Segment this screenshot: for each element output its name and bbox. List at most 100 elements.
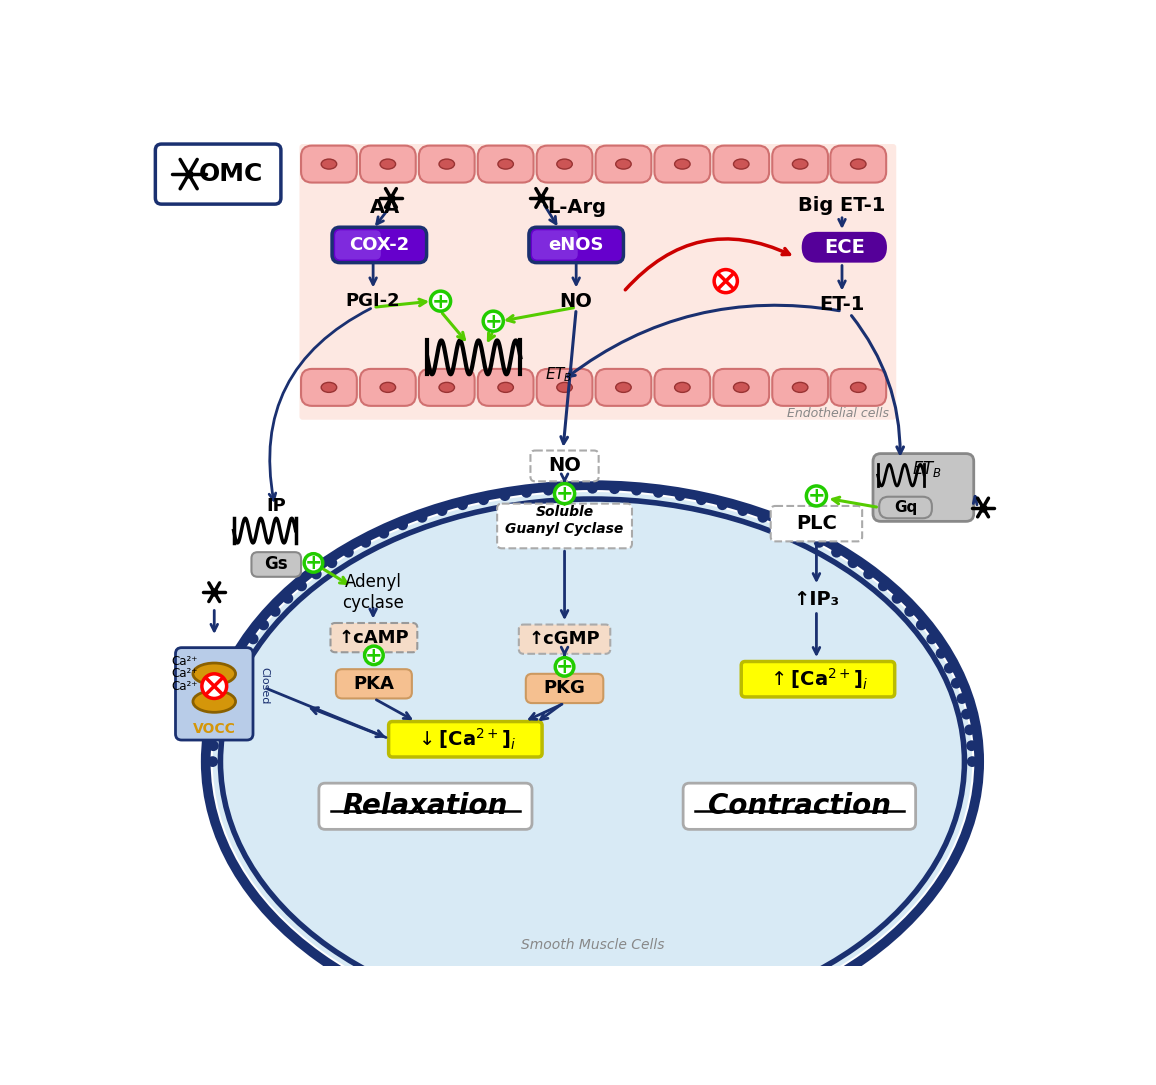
FancyBboxPatch shape	[830, 369, 887, 406]
Ellipse shape	[498, 382, 513, 393]
Text: +: +	[556, 484, 573, 505]
FancyBboxPatch shape	[477, 369, 534, 406]
Circle shape	[943, 663, 955, 674]
Text: AA: AA	[370, 197, 400, 217]
FancyBboxPatch shape	[301, 369, 357, 406]
Circle shape	[951, 678, 962, 689]
Text: Gs: Gs	[265, 556, 288, 574]
Circle shape	[230, 663, 242, 674]
FancyBboxPatch shape	[176, 648, 253, 740]
Circle shape	[675, 490, 686, 501]
Text: Smooth Muscle Cells: Smooth Muscle Cells	[520, 937, 665, 952]
Circle shape	[483, 311, 503, 331]
Ellipse shape	[193, 663, 236, 685]
Ellipse shape	[792, 159, 808, 169]
Text: $ET_B$: $ET_B$	[546, 366, 573, 384]
FancyBboxPatch shape	[713, 145, 769, 182]
FancyBboxPatch shape	[299, 144, 896, 420]
Circle shape	[926, 634, 938, 644]
FancyBboxPatch shape	[360, 145, 416, 182]
Circle shape	[213, 709, 224, 719]
Ellipse shape	[851, 159, 866, 169]
Text: +: +	[431, 292, 450, 311]
Text: PKA: PKA	[354, 675, 394, 693]
Circle shape	[378, 527, 390, 538]
Circle shape	[795, 527, 807, 538]
FancyBboxPatch shape	[252, 552, 301, 577]
Ellipse shape	[213, 493, 972, 1031]
FancyBboxPatch shape	[388, 722, 542, 757]
Circle shape	[364, 646, 383, 665]
FancyBboxPatch shape	[497, 503, 632, 548]
Text: Adenyl
cyclase: Adenyl cyclase	[342, 573, 405, 612]
Circle shape	[269, 607, 281, 616]
Ellipse shape	[380, 382, 395, 393]
FancyBboxPatch shape	[360, 369, 416, 406]
Circle shape	[831, 547, 842, 558]
FancyBboxPatch shape	[301, 145, 357, 182]
Ellipse shape	[734, 382, 749, 393]
FancyBboxPatch shape	[532, 230, 578, 259]
Text: ↑cGMP: ↑cGMP	[528, 630, 600, 648]
Text: ET-1: ET-1	[820, 295, 865, 314]
Circle shape	[696, 495, 706, 506]
Circle shape	[609, 483, 620, 494]
FancyBboxPatch shape	[683, 783, 916, 829]
FancyBboxPatch shape	[418, 369, 475, 406]
Circle shape	[361, 537, 371, 548]
Circle shape	[847, 558, 859, 569]
Text: Ca²⁺: Ca²⁺	[171, 667, 198, 680]
FancyBboxPatch shape	[595, 369, 651, 406]
Ellipse shape	[439, 382, 454, 393]
Text: NO: NO	[548, 457, 581, 475]
Text: Big ET-1: Big ET-1	[799, 196, 885, 215]
Circle shape	[964, 725, 975, 736]
Circle shape	[398, 520, 408, 531]
Circle shape	[457, 499, 468, 510]
FancyBboxPatch shape	[536, 369, 593, 406]
Circle shape	[814, 537, 824, 548]
Text: +: +	[365, 646, 383, 666]
Ellipse shape	[557, 382, 572, 393]
FancyBboxPatch shape	[331, 623, 417, 652]
Circle shape	[296, 580, 307, 591]
Circle shape	[653, 487, 664, 498]
Circle shape	[891, 593, 903, 603]
Circle shape	[499, 490, 510, 501]
Circle shape	[282, 593, 294, 603]
FancyBboxPatch shape	[536, 145, 593, 182]
Circle shape	[437, 506, 447, 516]
FancyBboxPatch shape	[477, 145, 534, 182]
FancyBboxPatch shape	[830, 145, 887, 182]
Circle shape	[521, 487, 532, 498]
Text: Relaxation: Relaxation	[342, 792, 507, 820]
Ellipse shape	[851, 382, 866, 393]
FancyBboxPatch shape	[336, 669, 412, 699]
Text: ↑IP₃: ↑IP₃	[793, 590, 839, 610]
Circle shape	[555, 484, 575, 503]
Circle shape	[343, 547, 354, 558]
Circle shape	[864, 569, 874, 579]
Circle shape	[202, 674, 227, 699]
Circle shape	[777, 520, 787, 531]
Circle shape	[631, 485, 642, 496]
FancyBboxPatch shape	[772, 145, 828, 182]
FancyBboxPatch shape	[771, 506, 862, 541]
Text: PLC: PLC	[796, 514, 837, 533]
Circle shape	[238, 648, 250, 659]
Text: +: +	[808, 486, 825, 507]
Text: COX-2: COX-2	[349, 235, 409, 254]
Circle shape	[916, 620, 927, 630]
Text: PGI-2: PGI-2	[346, 292, 400, 310]
Text: OMC: OMC	[199, 162, 264, 187]
Ellipse shape	[193, 691, 236, 713]
FancyBboxPatch shape	[654, 369, 710, 406]
Ellipse shape	[557, 159, 572, 169]
Ellipse shape	[675, 382, 690, 393]
Circle shape	[961, 709, 972, 719]
Circle shape	[217, 693, 229, 704]
Circle shape	[717, 499, 728, 510]
Text: L-Arg: L-Arg	[548, 197, 607, 217]
Circle shape	[416, 512, 428, 523]
Text: $\uparrow$[Ca$^{2+}$]$_i$: $\uparrow$[Ca$^{2+}$]$_i$	[768, 666, 868, 692]
